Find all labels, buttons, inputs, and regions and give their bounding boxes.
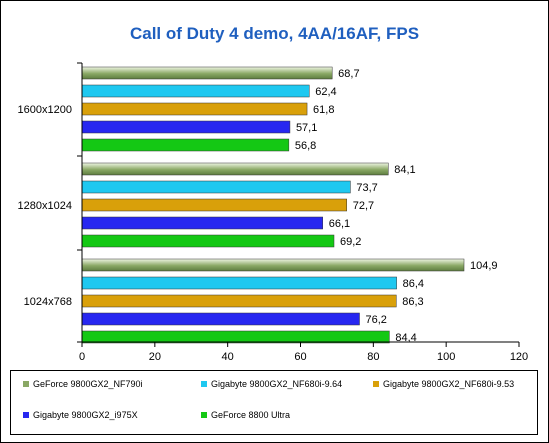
- data-label-1600x1200-series-4: 56,8: [295, 140, 316, 152]
- data-label-1280x1024-series-0: 84,1: [394, 164, 415, 176]
- legend-swatch-3: [23, 412, 29, 418]
- data-label-1024x768-series-0: 104,9: [470, 260, 498, 272]
- legend-label-1: Gigabyte 9800GX2_NF680i-9.64: [211, 379, 343, 389]
- x-tick-label-100: 100: [437, 351, 455, 363]
- bar-1280x1024-series-3: [81, 216, 323, 230]
- legend-swatch-4: [201, 412, 207, 418]
- legend-item-2: Gigabyte 9800GX2_NF680i-9.53: [373, 379, 514, 389]
- bar-1024x768-series-0: [81, 258, 465, 272]
- data-label-1600x1200-series-2: 61,8: [313, 104, 334, 116]
- data-label-1600x1200-series-0: 68,7: [338, 68, 359, 80]
- bar-1600x1200-series-4: [81, 138, 290, 152]
- category-label-1024x768: 1024x768: [24, 296, 72, 308]
- chart-title: Call of Duty 4 demo, 4AA/16AF, FPS: [129, 24, 420, 43]
- legend-label-4: GeForce 8800 Ultra: [211, 410, 291, 420]
- x-tick-label-120: 120: [510, 351, 528, 363]
- legend-swatch-2: [373, 381, 379, 387]
- bar-1024x768-series-4: [81, 330, 390, 344]
- bar-1600x1200-series-3: [81, 120, 291, 134]
- bar-1280x1024-series-1: [81, 180, 351, 194]
- legend-item-1: Gigabyte 9800GX2_NF680i-9.64: [201, 379, 342, 389]
- data-label-1600x1200-series-3: 57,1: [296, 122, 317, 134]
- bar-1280x1024-series-0: [81, 162, 389, 176]
- legend-item-4: GeForce 8800 Ultra: [201, 410, 290, 420]
- x-tick-label-60: 60: [294, 351, 306, 363]
- legend-item-3: Gigabyte 9800GX2_i975X: [23, 410, 138, 420]
- legend-swatch-1: [201, 381, 207, 387]
- data-label-1024x768-series-1: 86,4: [403, 278, 424, 290]
- legend-label-3: Gigabyte 9800GX2_i975X: [33, 410, 138, 420]
- x-tick-label-80: 80: [367, 351, 379, 363]
- legend-swatch-0: [23, 381, 29, 387]
- bar-1024x768-series-2: [81, 294, 397, 308]
- data-label-1600x1200-series-1: 62,4: [315, 86, 336, 98]
- data-label-1280x1024-series-1: 73,7: [356, 182, 377, 194]
- bar-1600x1200-series-1: [81, 84, 310, 98]
- legend-label-0: GeForce 9800GX2_NF790i: [33, 379, 143, 389]
- bar-1280x1024-series-4: [81, 234, 335, 248]
- data-label-1280x1024-series-2: 72,7: [353, 200, 374, 212]
- bar-1600x1200-series-2: [81, 102, 308, 116]
- category-label-1600x1200: 1600x1200: [18, 104, 72, 116]
- x-tick-label-0: 0: [79, 351, 85, 363]
- data-label-1280x1024-series-4: 69,2: [340, 236, 361, 248]
- bar-1600x1200-series-0: [81, 66, 333, 80]
- x-tick-label-40: 40: [222, 351, 234, 363]
- legend-label-2: Gigabyte 9800GX2_NF680i-9.53: [383, 379, 515, 389]
- legend-item-0: GeForce 9800GX2_NF790i: [23, 379, 143, 389]
- bar-1024x768-series-3: [81, 312, 360, 326]
- bar-1280x1024-series-2: [81, 198, 347, 212]
- data-label-1024x768-series-4: 84,4: [395, 332, 416, 344]
- data-label-1024x768-series-3: 76,2: [365, 314, 386, 326]
- x-tick-label-20: 20: [149, 351, 161, 363]
- bar-1024x768-series-1: [81, 276, 397, 290]
- data-label-1280x1024-series-3: 66,1: [329, 218, 350, 230]
- legend: GeForce 9800GX2_NF790i Gigabyte 9800GX2_N…: [10, 370, 538, 435]
- data-label-1024x768-series-2: 86,3: [402, 296, 423, 308]
- category-label-1280x1024: 1280x1024: [18, 200, 72, 212]
